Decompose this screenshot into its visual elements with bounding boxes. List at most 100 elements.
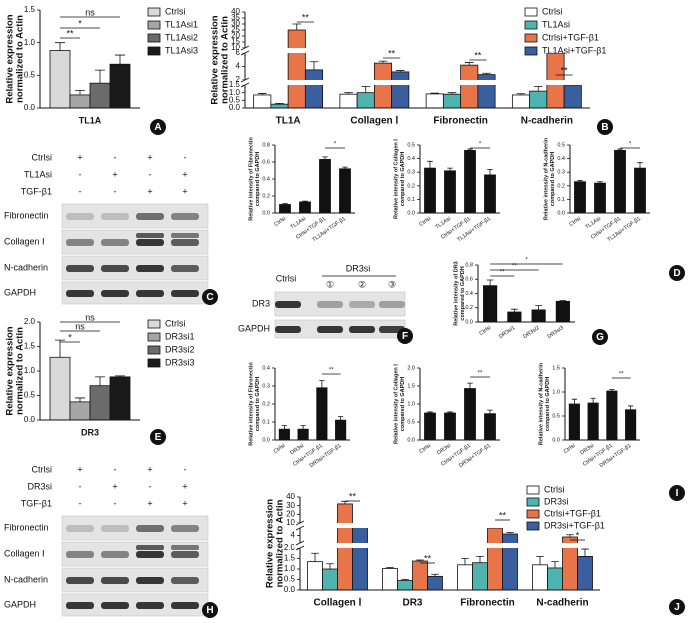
panel-letter-bg [150,119,166,135]
y-tick-label: 0.0 [407,437,415,443]
y-tick-label: 0.4 [557,156,565,162]
condition-sign: + [147,152,152,162]
y-tick-label: 2.0 [407,365,415,371]
error-bar [617,148,623,151]
bar [297,428,309,441]
y-axis-label: compared to GAPDH [460,266,466,320]
error-bar [378,60,388,64]
y-tick-label: 0.0 [24,415,36,424]
y-tick-label: 0.5 [24,70,36,79]
error-bar [486,279,494,286]
blot-band [349,326,375,333]
y-tick-label: 10 [286,518,295,527]
y-tick-label: 4 [236,62,241,71]
significance-label: * [334,142,337,148]
error-bar [577,179,583,182]
bar [444,170,456,214]
blot-band [136,602,164,609]
blot-band [171,577,199,584]
error-bar [535,305,542,310]
error-bar [55,339,65,358]
error-bar [516,93,526,95]
significance-label: ns [85,312,95,322]
error-bar [319,380,325,388]
blot-band [136,551,164,558]
legend-label: TL1Asi1 [165,19,198,29]
bar [625,409,637,441]
bar [391,71,410,109]
y-tick-label: 0.0 [552,437,560,443]
y-tick-label: 30 [231,19,240,28]
y-axis-label: normalized to Actin [15,15,26,103]
bar [69,94,91,109]
bar [464,388,476,441]
band-label: Collagen Ⅰ [4,548,45,558]
panel-letter-bg [597,119,613,135]
y-axis-label: Relative expression [5,326,16,415]
band-label: Fibronectin [4,522,49,532]
condition-sign: - [184,152,187,162]
bar [502,533,518,591]
error-bar [95,376,105,386]
y-axis-label: Relative intensity of DR3 [453,261,459,326]
y-tick-label: 35 [231,13,240,22]
y-tick-label: 0.1 [262,419,270,425]
axis-break-mark [295,520,305,526]
band-label: Collagen Ⅰ [4,236,45,246]
bar [49,356,71,421]
bar [356,92,375,109]
significance-label: ns [75,321,85,331]
bar [487,527,503,591]
condition-sign: - [149,169,152,179]
error-bar [309,61,319,70]
error-bar [342,166,348,169]
y-tick-label: 0.0 [284,585,296,594]
condition-sign: - [114,186,117,196]
error-bar [487,169,493,175]
condition-sign: + [182,498,187,508]
blot-band [66,213,94,220]
error-bar [401,579,409,581]
error-bar [581,548,589,557]
x-tick-label: DR3si1 [498,325,516,340]
error-bar [281,425,287,430]
condition-label: TGF-β1 [21,186,52,196]
significance-label: ** [329,368,334,374]
y-tick-label: 30 [286,501,295,510]
significance-label: ** [619,372,624,378]
legend-label: DR3si2 [165,344,195,354]
bar [89,82,111,109]
panel-letter: D [673,268,680,279]
y-tick-label: 1.5 [407,383,415,389]
y-tick-label: 1.5 [552,365,560,371]
y-tick-label: 0.5 [557,142,565,148]
legend-swatch [147,7,161,17]
bar [49,50,71,109]
error-bar [571,398,577,404]
bar [339,93,358,109]
y-tick-label: 0.0 [407,210,415,216]
significance-label: ns [85,7,95,17]
significance-label: * [78,18,82,28]
bar [299,201,311,214]
y-axis-label: Relative intensity of N-cadherin [543,137,549,220]
y-tick-label: 0.1 [557,197,565,203]
bar [424,412,436,441]
y-tick-label: 0.5 [284,575,296,584]
error-bar [115,375,125,377]
panel-letter: E [155,432,162,443]
axis-break-mark [240,77,250,83]
blot-band [379,301,405,308]
y-tick-label: 1.0 [407,401,415,407]
blot-band [171,525,199,532]
y-tick-label: 1.0 [284,564,296,573]
legend-swatch [147,46,161,56]
error-bar [300,425,306,430]
panel-letter: A [154,122,161,133]
y-tick-label: 40 [231,7,240,16]
y-tick-label: 1.5 [24,5,36,14]
significance-label: * [629,142,632,148]
legend-swatch [147,319,161,329]
x-tick-label: Ctrlsi [273,443,287,455]
bar [477,74,496,109]
